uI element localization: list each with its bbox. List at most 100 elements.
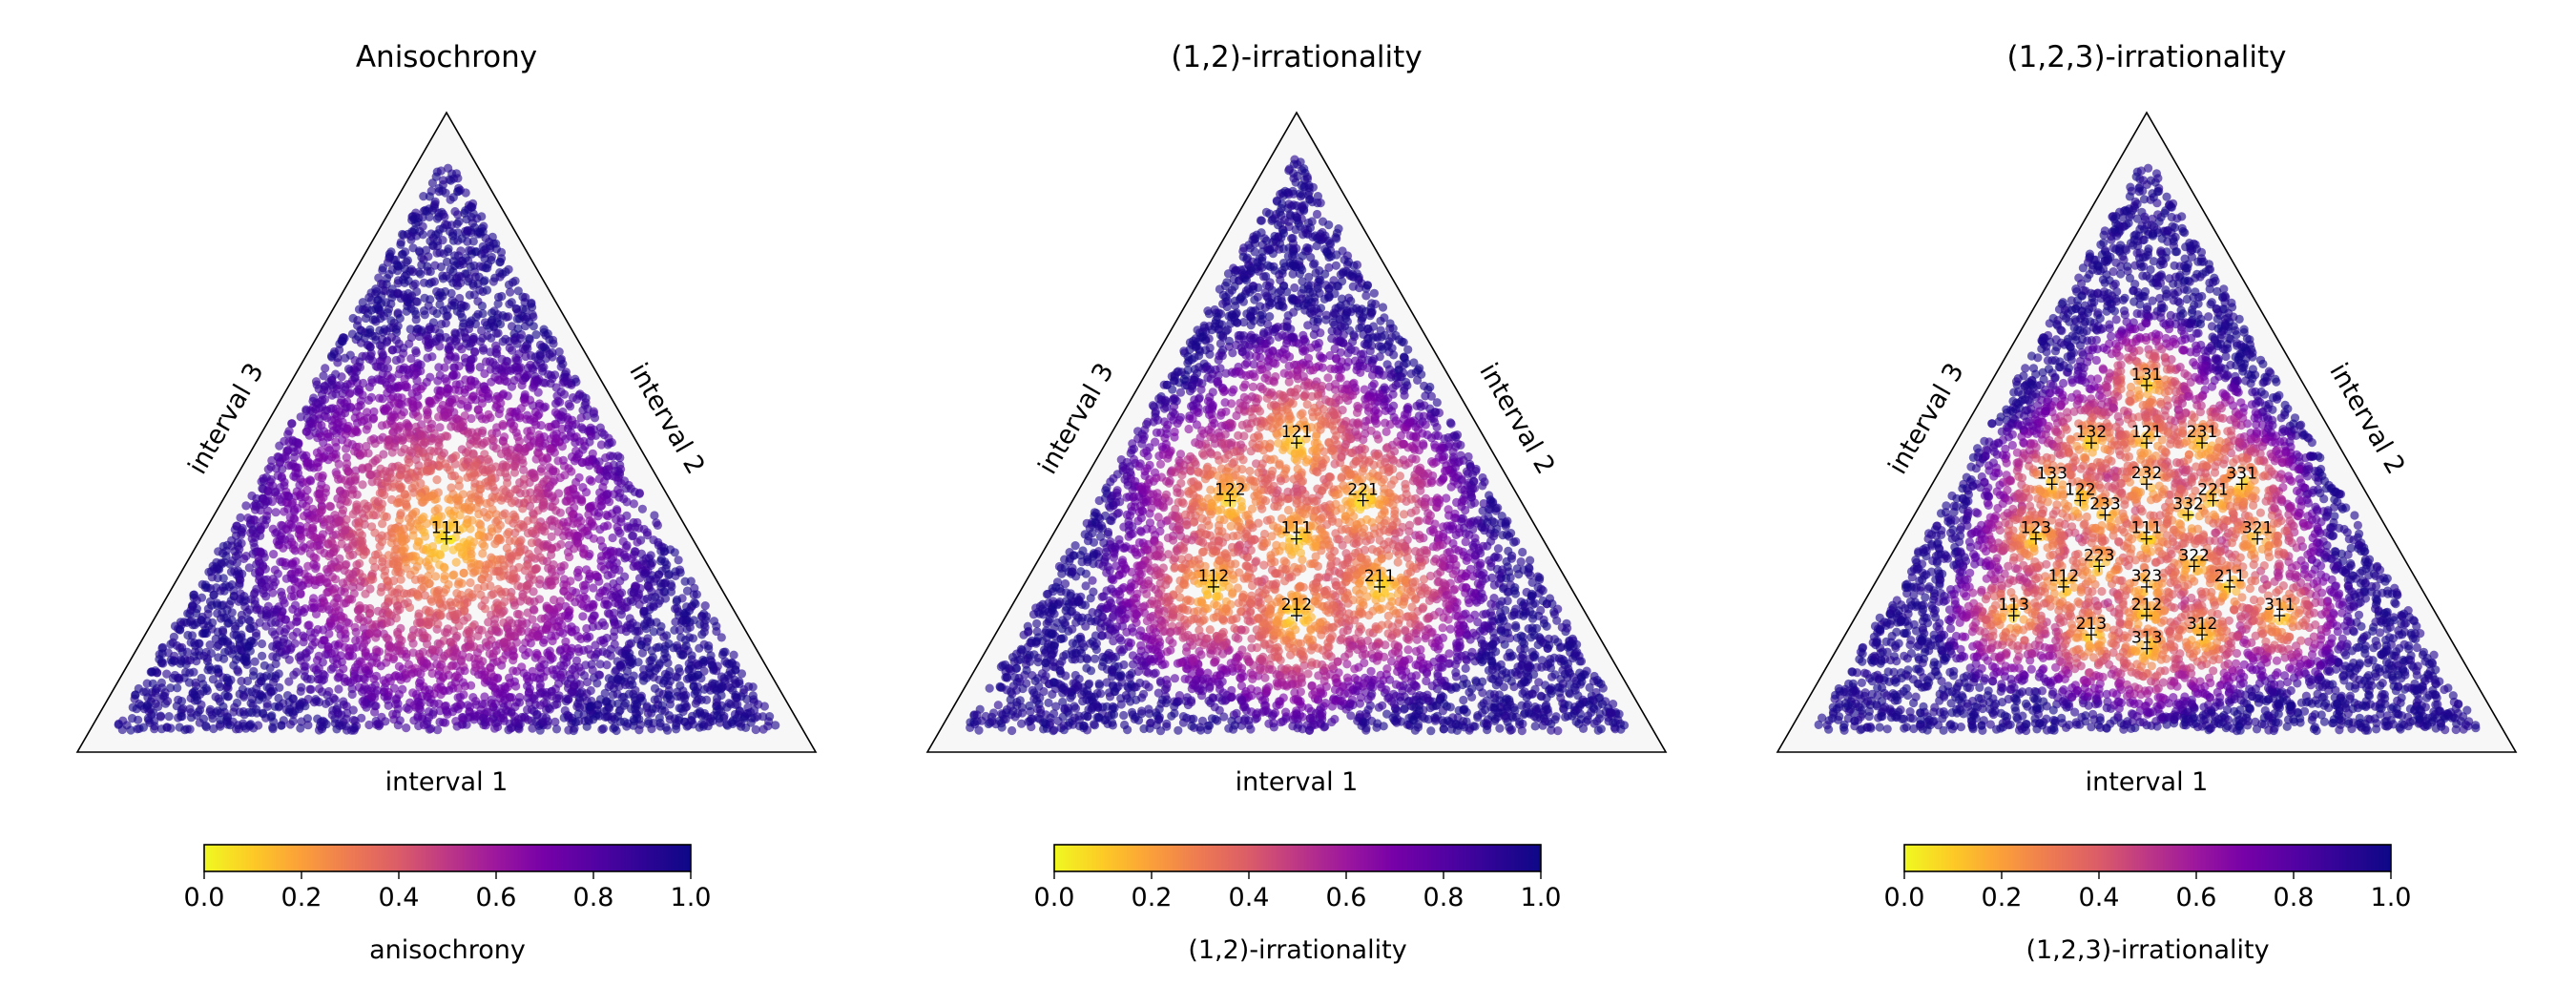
- scatter-point: [509, 717, 519, 726]
- scatter-point: [383, 576, 393, 586]
- scatter-point: [482, 285, 492, 295]
- scatter-point: [576, 494, 586, 504]
- scatter-point: [436, 166, 446, 176]
- scatter-point: [289, 575, 299, 584]
- scatter-point: [262, 699, 272, 708]
- scatter-point: [477, 601, 487, 611]
- scatter-point: [408, 267, 418, 277]
- scatter-point: [361, 313, 371, 324]
- scatter-point: [739, 684, 749, 695]
- scatter-point: [624, 639, 634, 649]
- scatter-point: [665, 700, 675, 709]
- scatter-point: [630, 547, 639, 556]
- scatter-point: [202, 654, 212, 663]
- scatter-point: [535, 437, 545, 447]
- scatter-point: [359, 378, 368, 388]
- scatter-point: [630, 487, 639, 496]
- scatter-point: [420, 310, 429, 320]
- scatter-point: [435, 390, 445, 400]
- scatter-point: [563, 424, 573, 433]
- scatter-point: [695, 643, 704, 653]
- scatter-point: [529, 312, 538, 322]
- scatter-point: [456, 399, 466, 409]
- scatter-point: [257, 610, 266, 619]
- scatter-point: [715, 714, 724, 723]
- scatter-point: [203, 604, 213, 614]
- scatter-point: [599, 522, 609, 532]
- scatter-point: [311, 377, 322, 387]
- scatter-point: [560, 705, 570, 716]
- scatter-point: [548, 691, 557, 702]
- scatter-point: [295, 525, 304, 535]
- scatter-point: [682, 586, 693, 596]
- scatter-point: [351, 627, 361, 637]
- scatter-point: [362, 442, 371, 451]
- scatter-point: [542, 541, 551, 551]
- scatter-point: [293, 503, 302, 513]
- scatter-point: [466, 577, 475, 588]
- scatter-point: [371, 645, 382, 655]
- scatter-point: [587, 476, 596, 486]
- scatter-point: [679, 609, 689, 618]
- scatter-point: [600, 688, 610, 698]
- scatter-point: [452, 671, 462, 681]
- scatter-point: [164, 712, 174, 722]
- scatter-point: [573, 699, 583, 708]
- scatter-point: [578, 581, 589, 591]
- scatter-point: [156, 678, 166, 688]
- scatter-point: [377, 537, 387, 547]
- scatter-point: [522, 560, 531, 571]
- scatter-point: [297, 682, 306, 692]
- scatter-point: [535, 689, 545, 699]
- scatter-point: [440, 628, 450, 638]
- scatter-point: [537, 525, 547, 535]
- scatter-point: [524, 333, 534, 344]
- scatter-point: [425, 555, 434, 564]
- scatter-point: [330, 598, 340, 608]
- scatter-point: [450, 354, 460, 364]
- scatter-point: [574, 472, 584, 482]
- scatter-point: [414, 609, 424, 618]
- scatter-point: [390, 442, 400, 451]
- scatter-point: [709, 617, 719, 626]
- scatter-point: [493, 524, 503, 534]
- scatter-point: [411, 507, 421, 517]
- scatter-point: [697, 630, 707, 639]
- scatter-point: [529, 575, 538, 584]
- scatter-point: [681, 635, 691, 645]
- scatter-point: [551, 420, 561, 430]
- scatter-point: [335, 346, 344, 355]
- scatter-point: [261, 472, 271, 482]
- scatter-point: [356, 401, 365, 410]
- scatter-point: [203, 665, 213, 675]
- scatter-point: [619, 692, 629, 702]
- scatter-point: [612, 725, 621, 736]
- scatter-point: [447, 398, 457, 408]
- scatter-point: [461, 375, 470, 385]
- scatter-point: [487, 699, 496, 708]
- scatter-point: [538, 717, 548, 726]
- scatter-point: [568, 393, 578, 403]
- scatter-point: [131, 690, 140, 701]
- scatter-point: [432, 308, 442, 319]
- scatter-point: [520, 392, 530, 402]
- scatter-point: [263, 601, 273, 611]
- scatter-point: [562, 376, 571, 386]
- scatter-point: [660, 649, 670, 659]
- scatter-point: [629, 499, 639, 509]
- scatter-point: [608, 451, 617, 461]
- scatter-point: [143, 701, 153, 711]
- scatter-point: [269, 610, 280, 620]
- scatter-point: [425, 685, 434, 695]
- scatter-point: [399, 546, 408, 555]
- scatter-point: [458, 490, 467, 499]
- scatter-point: [313, 490, 322, 499]
- scatter-point: [318, 505, 327, 515]
- scatter-point: [394, 672, 404, 681]
- scatter-point: [546, 516, 555, 526]
- scatter-point: [604, 674, 613, 683]
- scatter-point: [454, 386, 464, 395]
- scatter-point: [415, 618, 425, 627]
- scatter-point: [384, 435, 393, 445]
- scatter-point: [386, 385, 396, 394]
